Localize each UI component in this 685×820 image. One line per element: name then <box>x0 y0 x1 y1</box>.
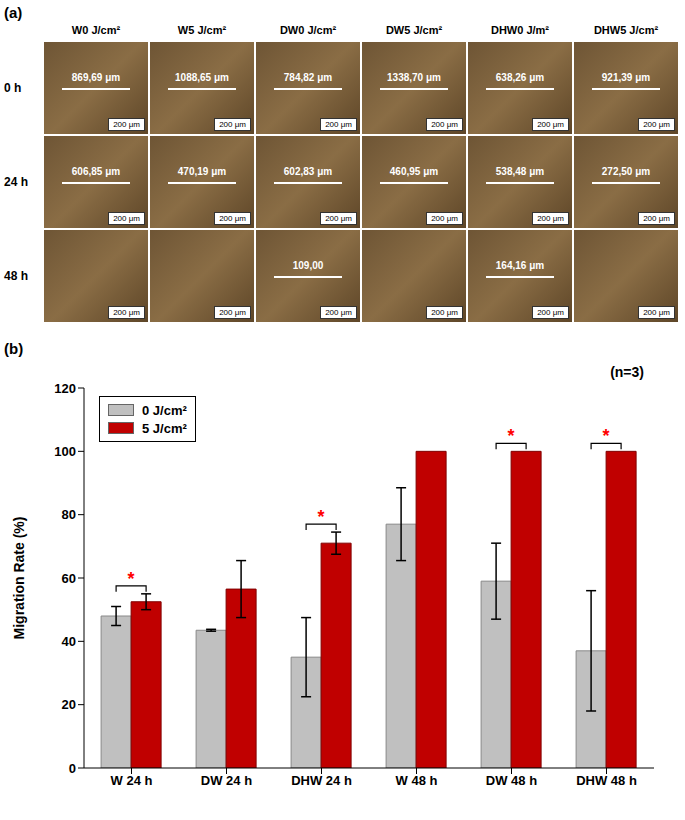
html-text:200 μm: 200 μm <box>431 120 458 129</box>
html-text:869,69 μm: 869,69 μm <box>71 72 121 83</box>
html-text:200 μm: 200 μm <box>537 120 564 129</box>
html-text:0 J/cm²: 0 J/cm² <box>142 402 187 418</box>
html-text:200 μm: 200 μm <box>431 214 458 223</box>
html-text:109,00: 109,00 <box>292 260 324 271</box>
html-text:602,83 μm: 602,83 μm <box>283 166 333 177</box>
svg-text:100: 100 <box>54 444 76 459</box>
html-text:200 μm: 200 μm <box>643 214 670 223</box>
svg-text:Migration Rate (%): Migration Rate (%) <box>11 517 27 640</box>
html-text:48 h: 48 h <box>4 269 28 283</box>
html-text:200 μm: 200 μm <box>643 120 670 129</box>
svg-text:DW 48 h: DW 48 h <box>486 773 537 788</box>
html-text:200 μm: 200 μm <box>219 214 246 223</box>
svg-text:120: 120 <box>54 381 76 396</box>
html-text:DW5 J/cm²: DW5 J/cm² <box>385 24 443 36</box>
html-text:DHW5 J/cm²: DHW5 J/cm² <box>593 24 659 36</box>
html-text:DW0 J/cm²: DW0 J/cm² <box>279 24 337 36</box>
html-text:200 μm: 200 μm <box>537 214 564 223</box>
html-text:200 μm: 200 μm <box>219 308 246 317</box>
svg-text:0: 0 <box>69 761 76 776</box>
html-text:200 μm: 200 μm <box>537 308 564 317</box>
html-text:460,95 μm: 460,95 μm <box>389 166 439 177</box>
svg-text:DHW 48 h: DHW 48 h <box>576 773 637 788</box>
svg-text:DHW 24 h: DHW 24 h <box>291 773 352 788</box>
html-text:24 h: 24 h <box>4 175 28 189</box>
html-text:200 μm: 200 μm <box>113 308 140 317</box>
svg-text:*: * <box>603 426 610 446</box>
svg-text:20: 20 <box>62 697 76 712</box>
html-text:(a): (a) <box>4 4 23 21</box>
html-text:200 μm: 200 μm <box>431 308 458 317</box>
svg-text:W 48 h: W 48 h <box>396 773 438 788</box>
svg-text:80: 80 <box>62 507 76 522</box>
html-text:200 μm: 200 μm <box>325 120 352 129</box>
svg-text:W 24 h: W 24 h <box>111 773 153 788</box>
html-text:538,48 μm: 538,48 μm <box>495 166 545 177</box>
html-text:(b): (b) <box>4 340 24 357</box>
html-text:784,82 μm: 784,82 μm <box>283 72 333 83</box>
html-text:W0 J/cm²: W0 J/cm² <box>71 24 121 36</box>
html-text:(n=3): (n=3) <box>610 364 644 380</box>
html-text:W5 J/cm²: W5 J/cm² <box>177 24 227 36</box>
html-text:272,50 μm: 272,50 μm <box>601 166 651 177</box>
html-text:1338,70 μm: 1338,70 μm <box>387 72 441 83</box>
svg-text:*: * <box>318 507 325 527</box>
html-text:200 μm: 200 μm <box>325 308 352 317</box>
html-text:200 μm: 200 μm <box>643 308 670 317</box>
html-text:0 h: 0 h <box>4 81 22 95</box>
html-text:200 μm: 200 μm <box>219 120 246 129</box>
html-text:200 μm: 200 μm <box>113 214 140 223</box>
html-text:921,39 μm: 921,39 μm <box>601 72 651 83</box>
svg-text:*: * <box>508 426 515 446</box>
svg-text:40: 40 <box>62 634 76 649</box>
svg-text:DW 24 h: DW 24 h <box>201 773 252 788</box>
html-text:200 μm: 200 μm <box>113 120 140 129</box>
html-text:470,19 μm: 470,19 μm <box>177 166 227 177</box>
html-text:5 J/cm²: 5 J/cm² <box>142 420 187 436</box>
svg-text:*: * <box>128 569 135 589</box>
html-text:638,26 μm: 638,26 μm <box>495 72 545 83</box>
html-text:1088,65 μm: 1088,65 μm <box>175 72 229 83</box>
html-text:164,16 μm: 164,16 μm <box>495 260 545 271</box>
svg-text:60: 60 <box>62 571 76 586</box>
html-text:606,85 μm: 606,85 μm <box>71 166 121 177</box>
html-text:200 μm: 200 μm <box>325 214 352 223</box>
html-text:DHW0 J/m²: DHW0 J/m² <box>491 24 549 36</box>
